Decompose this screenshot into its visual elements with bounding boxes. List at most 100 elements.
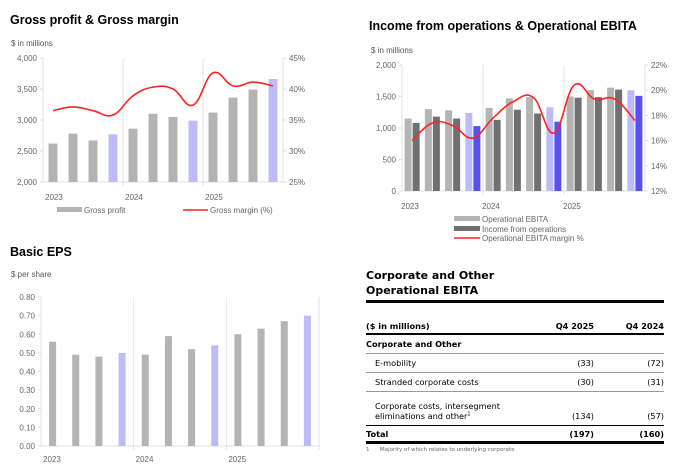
x-year-label: 2024 [136,455,154,464]
section-label: Corporate and Other [366,334,664,354]
table-title-line2: Operational EBITA [366,284,479,297]
bar-operational-ebita [586,90,594,191]
y-tick-label: 0.20 [19,405,35,414]
gross-unit-label: $ in millions [11,39,53,48]
bar-gross-profit [188,120,198,182]
bar-operational-ebita [505,98,513,191]
x-year-label: 2024 [482,202,500,211]
bar-gross-profit [108,134,118,182]
y-tick-label: 0.50 [19,349,35,358]
y-tick-label: 2,000 [17,178,38,187]
table-section-row: Corporate and Other [366,334,664,354]
table-title-line1: Corporate and Other [366,269,495,282]
row-q4-2024: (31) [594,372,664,392]
ebita-chart-title: Income from operations & Operational EBI… [369,19,637,33]
y2-tick-label: 18% [651,111,667,120]
table-row: Corporate costs, intersegment eliminatio… [366,391,664,426]
y-tick-label: 0.40 [19,368,35,377]
bar-operational-ebita [445,110,453,191]
y2-tick-label: 30% [289,147,305,156]
row-q4-2025: (30) [524,372,594,392]
margin-line [411,82,636,142]
bar-basic-eps [257,328,265,446]
row-label: Corporate costs, intersegment eliminatio… [366,391,524,426]
y2-tick-label: 14% [651,162,667,171]
margin-line [52,71,274,117]
y2-tick-label: 22% [651,61,667,70]
row-label: Stranded corporate costs [366,372,524,392]
bar-basic-eps [72,354,80,446]
y-tick-label: 2,000 [376,61,397,70]
bar-income-from-operations [493,119,501,191]
eps-chart: 0.00 0.10 0.20 0.30 0.40 0.50 0.60 0.70 0.80 2023… [19,293,320,464]
title-rule [366,300,664,303]
y-tick-label: 4,000 [17,54,38,63]
bar-operational-ebita [404,118,412,191]
row-label-line1: Corporate costs, intersegment [375,401,500,411]
bar-basic-eps [211,345,219,446]
bar-income-from-operations [453,118,461,191]
total-label: Total [366,425,524,444]
row-q4-2024: (57) [594,391,664,426]
y2-tick-label: 25% [289,178,305,187]
bar-basic-eps [234,334,242,446]
header-q4-2025: Q4 2025 [524,319,594,335]
y-tick-label: 0.30 [19,386,35,395]
legend-label-operational-ebita: Operational EBITA [482,215,549,224]
bar-operational-ebita [566,96,574,191]
legend-label-gross-margin: Gross margin (%) [210,206,273,215]
corporate-other-table: ($ in millions) Q4 2025 Q4 2024 Corporat… [366,319,664,444]
gross-profit-chart: 2,000 2,500 3,000 3,500 4,000 25% 30% 35% 40% 45%… [17,54,305,215]
y-tick-label: 0.70 [19,312,35,321]
bar-gross-profit [128,128,138,182]
bar-income-from-operations [534,113,542,191]
bar-income-from-operations [594,97,602,191]
footnote-text: Majority of which relates to underlying … [380,447,515,453]
row-label: E-mobility [366,353,524,373]
bar-basic-eps [118,352,126,446]
bar-gross-profit [208,112,218,182]
legend-swatch-gross-profit [57,207,82,212]
row-q4-2024: (72) [594,353,664,373]
bar-operational-ebita [607,87,615,191]
ebita-unit-label: $ in millions [371,46,413,55]
bar-income-from-operations [615,89,623,191]
y-tick-label: 3,000 [17,116,38,125]
y-tick-label: 500 [383,156,397,165]
y-tick-label: 1,000 [376,124,397,133]
eps-unit-label: $ per share [11,270,52,279]
y2-tick-label: 35% [289,116,305,125]
x-year-label: 2025 [563,202,581,211]
bar-income-from-operations [574,97,582,191]
table-header-row: ($ in millions) Q4 2025 Q4 2024 [366,319,664,335]
row-q4-2025: (134) [524,391,594,426]
x-year-label: 2025 [228,455,246,464]
legend-label-income-from-operations: Income from operations [482,225,566,234]
bar-basic-eps [164,336,172,446]
footnote: 1 Majority of which relates to underlying… [366,447,664,453]
table-row: Stranded corporate costs (30) (31) [366,372,664,392]
y2-tick-label: 40% [289,85,305,94]
bar-gross-profit [68,133,78,182]
bar-income-from-operations [473,126,481,191]
table-row: E-mobility (33) (72) [366,353,664,373]
bar-basic-eps [141,354,149,446]
y-tick-label: 2,500 [17,147,38,156]
bar-income-from-operations [412,122,420,191]
bar-gross-profit [48,143,58,182]
y-tick-label: 1,500 [376,93,397,102]
total-q4-2024: (160) [594,425,664,444]
y2-tick-label: 20% [651,86,667,95]
total-q4-2025: (197) [524,425,594,444]
footnote-number: 1 [366,447,370,453]
y-tick-label: 0.60 [19,330,35,339]
bar-basic-eps [280,321,288,446]
legend-swatch-operational-ebita [454,216,480,221]
y-tick-label: 0.80 [19,293,35,302]
header-label: ($ in millions) [366,319,524,335]
corporate-other-table-panel: Corporate and Other Operational EBITA ($… [366,268,664,453]
header-q4-2024: Q4 2024 [594,319,664,335]
bar-gross-profit [148,113,158,182]
bar-operational-ebita [627,90,635,191]
bar-gross-profit [88,140,98,182]
